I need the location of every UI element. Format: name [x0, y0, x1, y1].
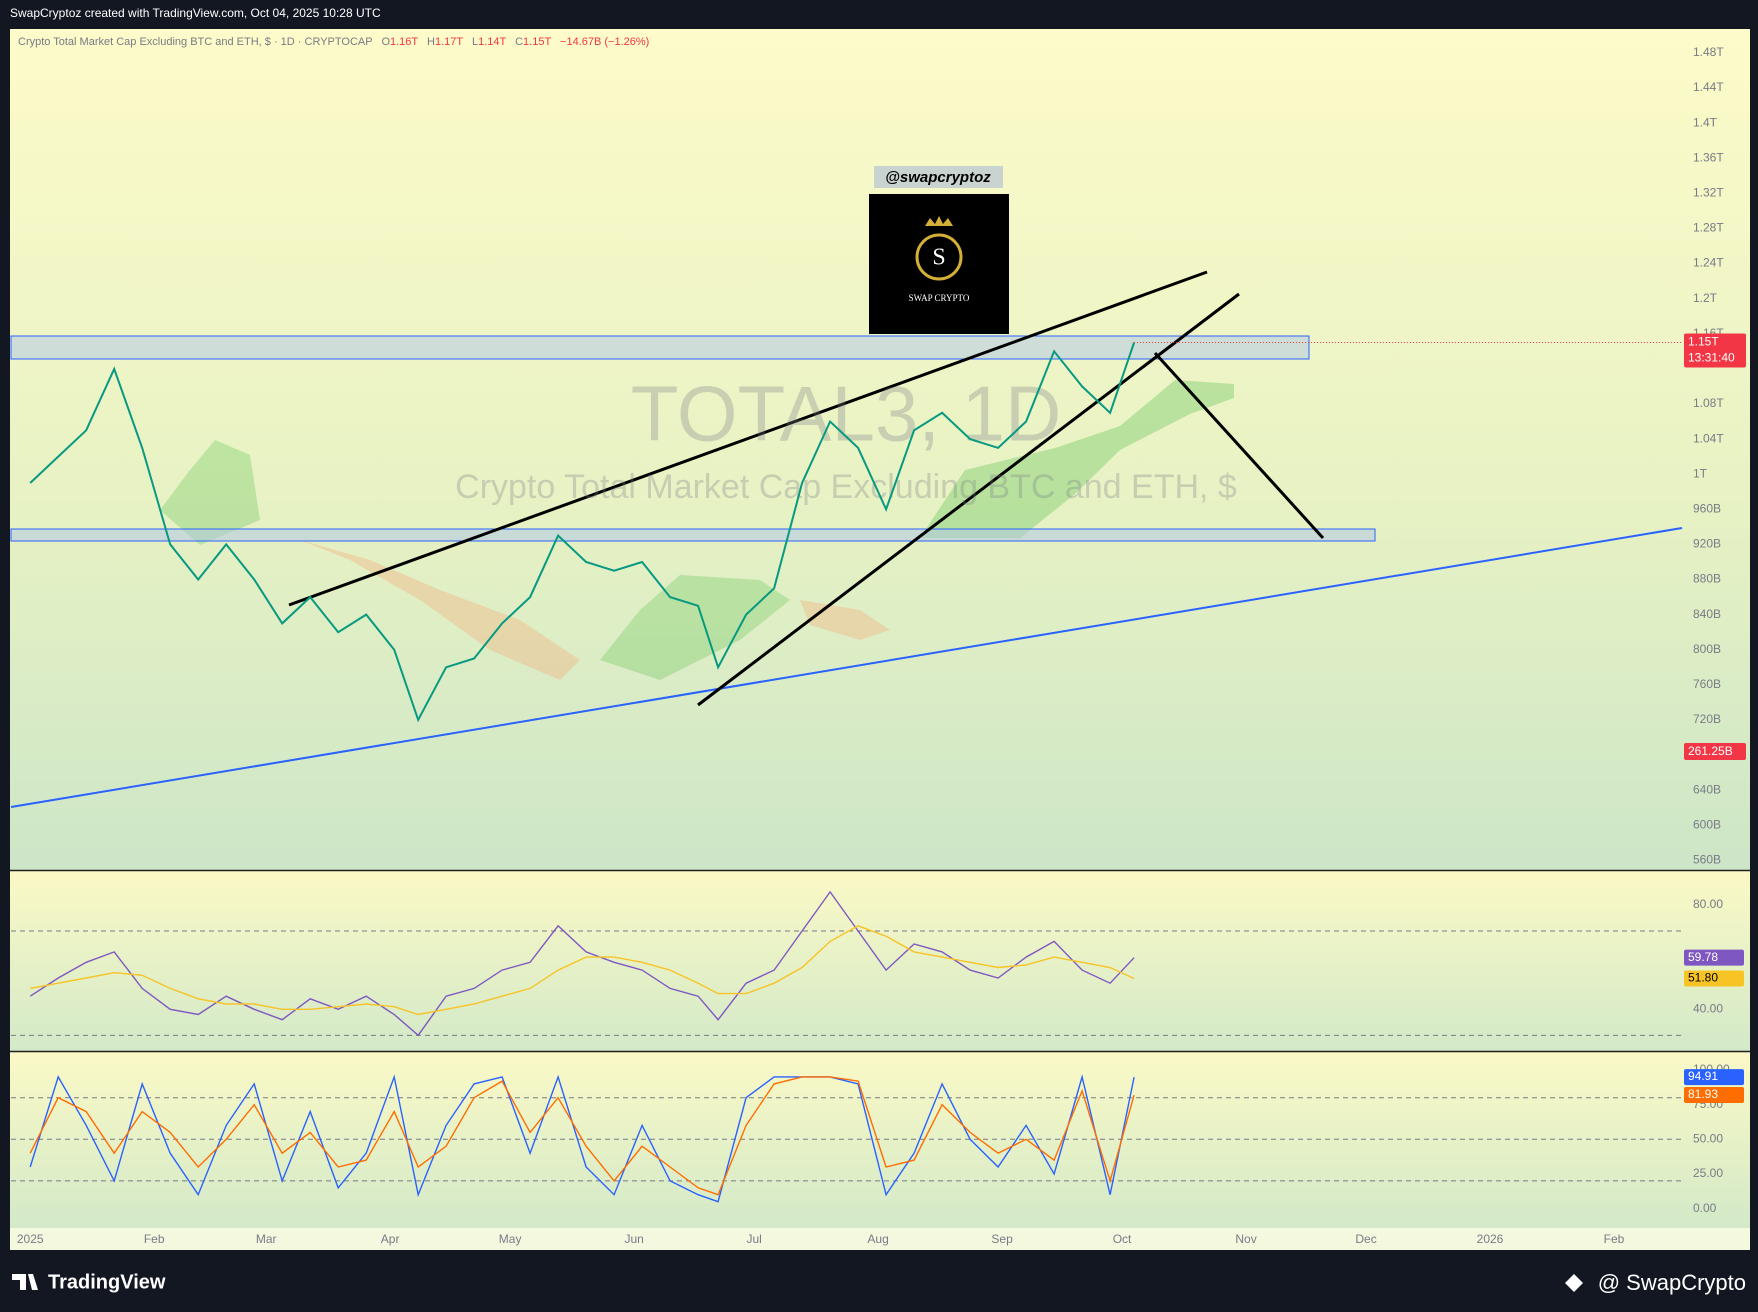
y-tick-label: 1.24T [1693, 256, 1724, 270]
y-tick-label: 1.4T [1693, 115, 1718, 129]
legend-value: 1.16T [390, 36, 418, 48]
y-tick-label: 600B [1693, 817, 1721, 831]
cloud [300, 540, 580, 680]
y-tick-label: 640B [1693, 782, 1721, 796]
footer-brand: TradingView [48, 1271, 166, 1293]
x-tick-label: Aug [867, 1232, 888, 1246]
series-line [29, 1076, 1135, 1196]
legend-key: L [472, 36, 478, 48]
x-tick-label: Feb [144, 1232, 165, 1246]
y-tick-label: 1.28T [1693, 221, 1724, 235]
watermark-name: Crypto Total Market Cap Excluding BTC an… [455, 468, 1237, 506]
volume-tag-label: 261.25B [1688, 744, 1733, 758]
value-tag [1684, 1087, 1744, 1104]
handle-box [874, 166, 1003, 188]
y-tick-label: 560B [1693, 853, 1721, 867]
cloud [160, 440, 260, 545]
y-tick-label: 720B [1693, 712, 1721, 726]
logo-ring [915, 233, 963, 281]
x-tick-label: Apr [381, 1232, 400, 1246]
y-tick-label: 840B [1693, 607, 1721, 621]
y-tick-label: 1.32T [1693, 186, 1724, 200]
logo-crown [925, 216, 953, 226]
x-tick-label: Jun [624, 1232, 643, 1246]
author-icon [1565, 1274, 1583, 1292]
x-tick-label: Feb [1604, 1232, 1625, 1246]
watermark-ticker: TOTAL3, 1D [631, 370, 1062, 458]
price-tag [1684, 333, 1746, 368]
y-tick-label: 1.48T [1693, 45, 1724, 59]
logo-brand: SWAP CRYPTO [909, 293, 970, 303]
volume-tag [1684, 743, 1746, 760]
tv-logo [12, 1274, 38, 1290]
value-tag-label: 51.80 [1688, 971, 1718, 985]
legend: Crypto Total Market Cap Excluding BTC an… [18, 36, 649, 48]
cloud [600, 575, 790, 680]
time-axis [10, 1228, 1750, 1250]
wedge-lower [697, 292, 1240, 707]
y-tick-label: 880B [1693, 572, 1721, 586]
y-tick-label: 1.36T [1693, 150, 1724, 164]
y-tick-label: 760B [1693, 677, 1721, 691]
value-tag [1684, 949, 1744, 966]
price-tag-label: 1.15T [1688, 335, 1719, 349]
logo-letter: S [932, 245, 945, 271]
x-tick-label: Nov [1235, 1232, 1256, 1246]
series-line [29, 342, 1136, 723]
legend-change: −14.67B (−1.26%) [560, 36, 649, 48]
x-tick-label: 2025 [17, 1232, 44, 1246]
y-tick-label: 920B [1693, 537, 1721, 551]
value-tag-label: 59.78 [1688, 950, 1718, 964]
legend-value: 1.14T [478, 36, 506, 48]
y-tick-label: 1.44T [1693, 80, 1724, 94]
y-tick-label: 0.00 [1693, 1201, 1717, 1215]
projection-line [1153, 351, 1325, 540]
y-tick-label: 1.04T [1693, 431, 1724, 445]
series-line [30, 925, 1135, 1016]
handle: @swapcryptoz [885, 169, 991, 186]
countdown: 13:31:40 [1688, 351, 1735, 365]
x-tick-label: May [499, 1232, 522, 1246]
footer-author: @ SwapCrypto [1598, 1270, 1746, 1295]
y-tick-label: 960B [1693, 501, 1721, 515]
y-tick-label: 1T [1693, 466, 1708, 480]
support-zone [10, 528, 1376, 542]
x-tick-label: Oct [1113, 1232, 1132, 1246]
legend-value: 1.17T [435, 36, 463, 48]
y-tick-label: 80.00 [1693, 897, 1723, 911]
y-tick-label: 50.00 [1693, 1131, 1723, 1145]
legend-key: C [515, 36, 523, 48]
value-tag [1684, 970, 1744, 987]
y-tick-label: 1.08T [1693, 396, 1724, 410]
wedge-upper [288, 270, 1208, 607]
value-tag [1684, 1069, 1744, 1086]
legend-symbol: Crypto Total Market Cap Excluding BTC an… [18, 36, 372, 48]
x-tick-label: 2026 [1477, 1232, 1504, 1246]
credit: SwapCryptoz created with TradingView.com… [10, 6, 381, 20]
cloud [920, 380, 1234, 538]
y-tick-label: 800B [1693, 642, 1721, 656]
resistance-zone [10, 335, 1310, 360]
y-tick-label: 25.00 [1693, 1166, 1723, 1180]
y-tick-label: 40.00 [1693, 1001, 1723, 1015]
legend-key: O [381, 36, 390, 48]
legend-value: 1.15T [523, 36, 551, 48]
y-tick-label: 1.2T [1693, 291, 1718, 305]
x-tick-label: Sep [991, 1232, 1013, 1246]
trend-line [10, 527, 1683, 808]
value-tag-label: 81.93 [1688, 1087, 1718, 1101]
value-tag-label: 94.91 [1688, 1069, 1718, 1083]
x-tick-label: Jul [746, 1232, 761, 1246]
legend-key: H [427, 36, 435, 48]
x-tick-label: Mar [256, 1232, 277, 1246]
x-tick-label: Dec [1355, 1232, 1376, 1246]
